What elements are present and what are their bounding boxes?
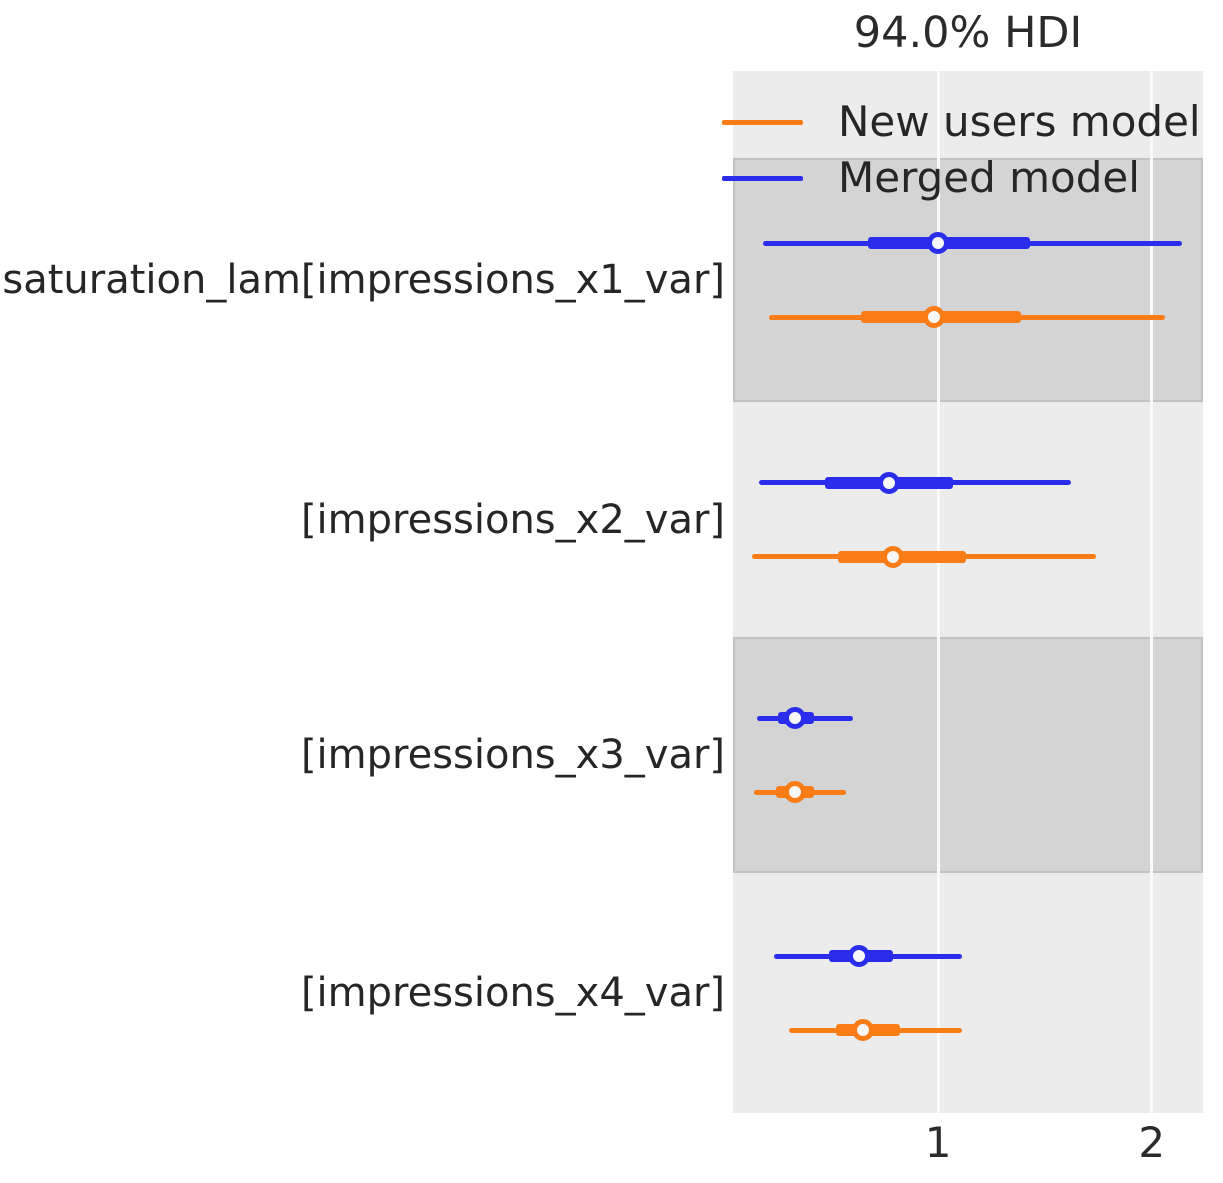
median-marker (877, 471, 900, 494)
median-marker (882, 545, 905, 568)
median-marker (852, 1019, 875, 1041)
median-marker (927, 232, 950, 254)
gridline-x1 (936, 71, 940, 1113)
gridline-x2 (1150, 71, 1154, 1113)
legend-line-swatch (722, 119, 803, 125)
variable-label: [impressions_x4_var] (300, 970, 725, 1016)
variable-band-4 (733, 873, 1203, 1113)
median-marker (848, 945, 871, 967)
median-marker (922, 306, 945, 328)
legend-entry-label: New users model (838, 97, 1201, 146)
variable-label: [impressions_x3_var] (300, 732, 725, 778)
plot-area (733, 71, 1203, 1113)
legend-line-swatch (722, 175, 803, 181)
variable-label: saturation_lam[impressions_x1_var] (2, 257, 725, 303)
chart-title: 94.0% HDI (853, 8, 1083, 58)
variable-label: [impressions_x2_var] (300, 496, 725, 543)
legend-entry-label: Merged model (838, 153, 1140, 202)
median-marker (783, 781, 806, 803)
xtick-label-1: 1 (924, 1118, 952, 1167)
variable-band-3 (733, 637, 1203, 873)
median-marker (783, 707, 806, 729)
variable-band-1 (733, 158, 1203, 402)
variable-band-2 (733, 402, 1203, 637)
xtick-label-2: 2 (1138, 1118, 1166, 1167)
